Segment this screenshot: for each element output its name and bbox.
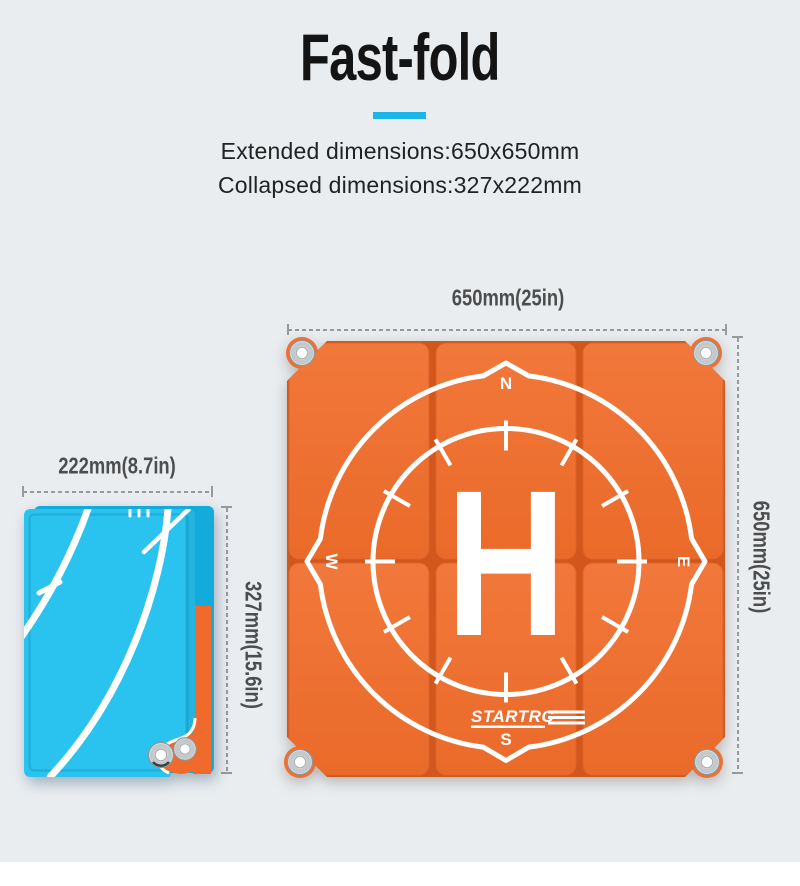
- brand-logo-text: STARTRC: [471, 707, 554, 726]
- folded-pad-markings: [24, 509, 195, 777]
- helipad-h-marking: H: [446, 446, 566, 679]
- dimension-line-collapsed-height: [226, 508, 228, 773]
- folded-pad-front-layer: [24, 509, 195, 777]
- fold-crease-line: [141, 509, 192, 555]
- spec-line-extended: Extended dimensions:650x650mm: [220, 138, 580, 164]
- inner-circle-ticks: [365, 420, 647, 703]
- dimension-line-extended-width: [288, 329, 726, 331]
- grommet-eyelet-icon: [147, 741, 175, 769]
- pad-arc-marking: [46, 509, 172, 777]
- pad-body: [287, 341, 725, 777]
- compass-south-label: S: [500, 730, 511, 749]
- spec-line-collapsed: Collapsed dimensions:327x222mm: [218, 172, 582, 198]
- dimension-label-collapsed-height: 327mm(15.6in): [240, 581, 267, 709]
- grommet-eyelet-icon: [173, 737, 197, 761]
- outer-compass-circle: [304, 360, 708, 763]
- collapsed-pad-figure: [24, 506, 214, 777]
- compass-west-label: W: [322, 553, 341, 570]
- pad-panel: [288, 342, 430, 560]
- dimension-line-extended-height: [737, 338, 739, 773]
- dimension-tick: [22, 486, 24, 497]
- page-title: Fast-fold: [0, 24, 800, 90]
- dimension-tick: [725, 324, 727, 335]
- brand-logo: STARTRC: [471, 707, 585, 728]
- grommet-eyelet-icon: [286, 748, 314, 776]
- grommet-eyelet-icon: [288, 339, 316, 367]
- pad-panel: [435, 562, 577, 776]
- pad-panel: [288, 562, 430, 776]
- title-accent-bar: [373, 112, 426, 119]
- pad-panel: [582, 342, 724, 560]
- pad-tick-marking: [36, 579, 63, 596]
- dimension-line-collapsed-width: [23, 491, 212, 493]
- dimension-tick: [221, 772, 232, 774]
- pad-panel: [582, 562, 724, 776]
- extended-pad-figure: N S E W H STARTRC: [284, 337, 725, 778]
- dimension-label-extended-width: 650mm(25in): [451, 284, 565, 311]
- dimension-tick: [287, 324, 289, 335]
- dimension-tick: [211, 486, 213, 497]
- dimension-label-extended-height: 650mm(25in): [748, 500, 775, 614]
- grommet-eyelet-icon: [693, 748, 721, 776]
- page-title-text: Fast-fold: [300, 20, 500, 94]
- grommet-eyelet-icon: [692, 339, 720, 367]
- dimension-tick: [732, 772, 743, 774]
- compass-north-label: N: [500, 374, 512, 393]
- pad-arc-marking: [24, 509, 92, 640]
- brand-logo-lines-icon: [548, 710, 585, 725]
- bottom-white-band: [0, 862, 800, 886]
- compass-east-label: E: [674, 556, 693, 567]
- dimension-tick: [221, 506, 232, 508]
- dimension-tick: [732, 336, 743, 338]
- dimension-label-collapsed-width: 222mm(8.7in): [58, 452, 176, 479]
- pad-dash-marks: [128, 509, 150, 518]
- compass-ring-markings: [304, 360, 708, 763]
